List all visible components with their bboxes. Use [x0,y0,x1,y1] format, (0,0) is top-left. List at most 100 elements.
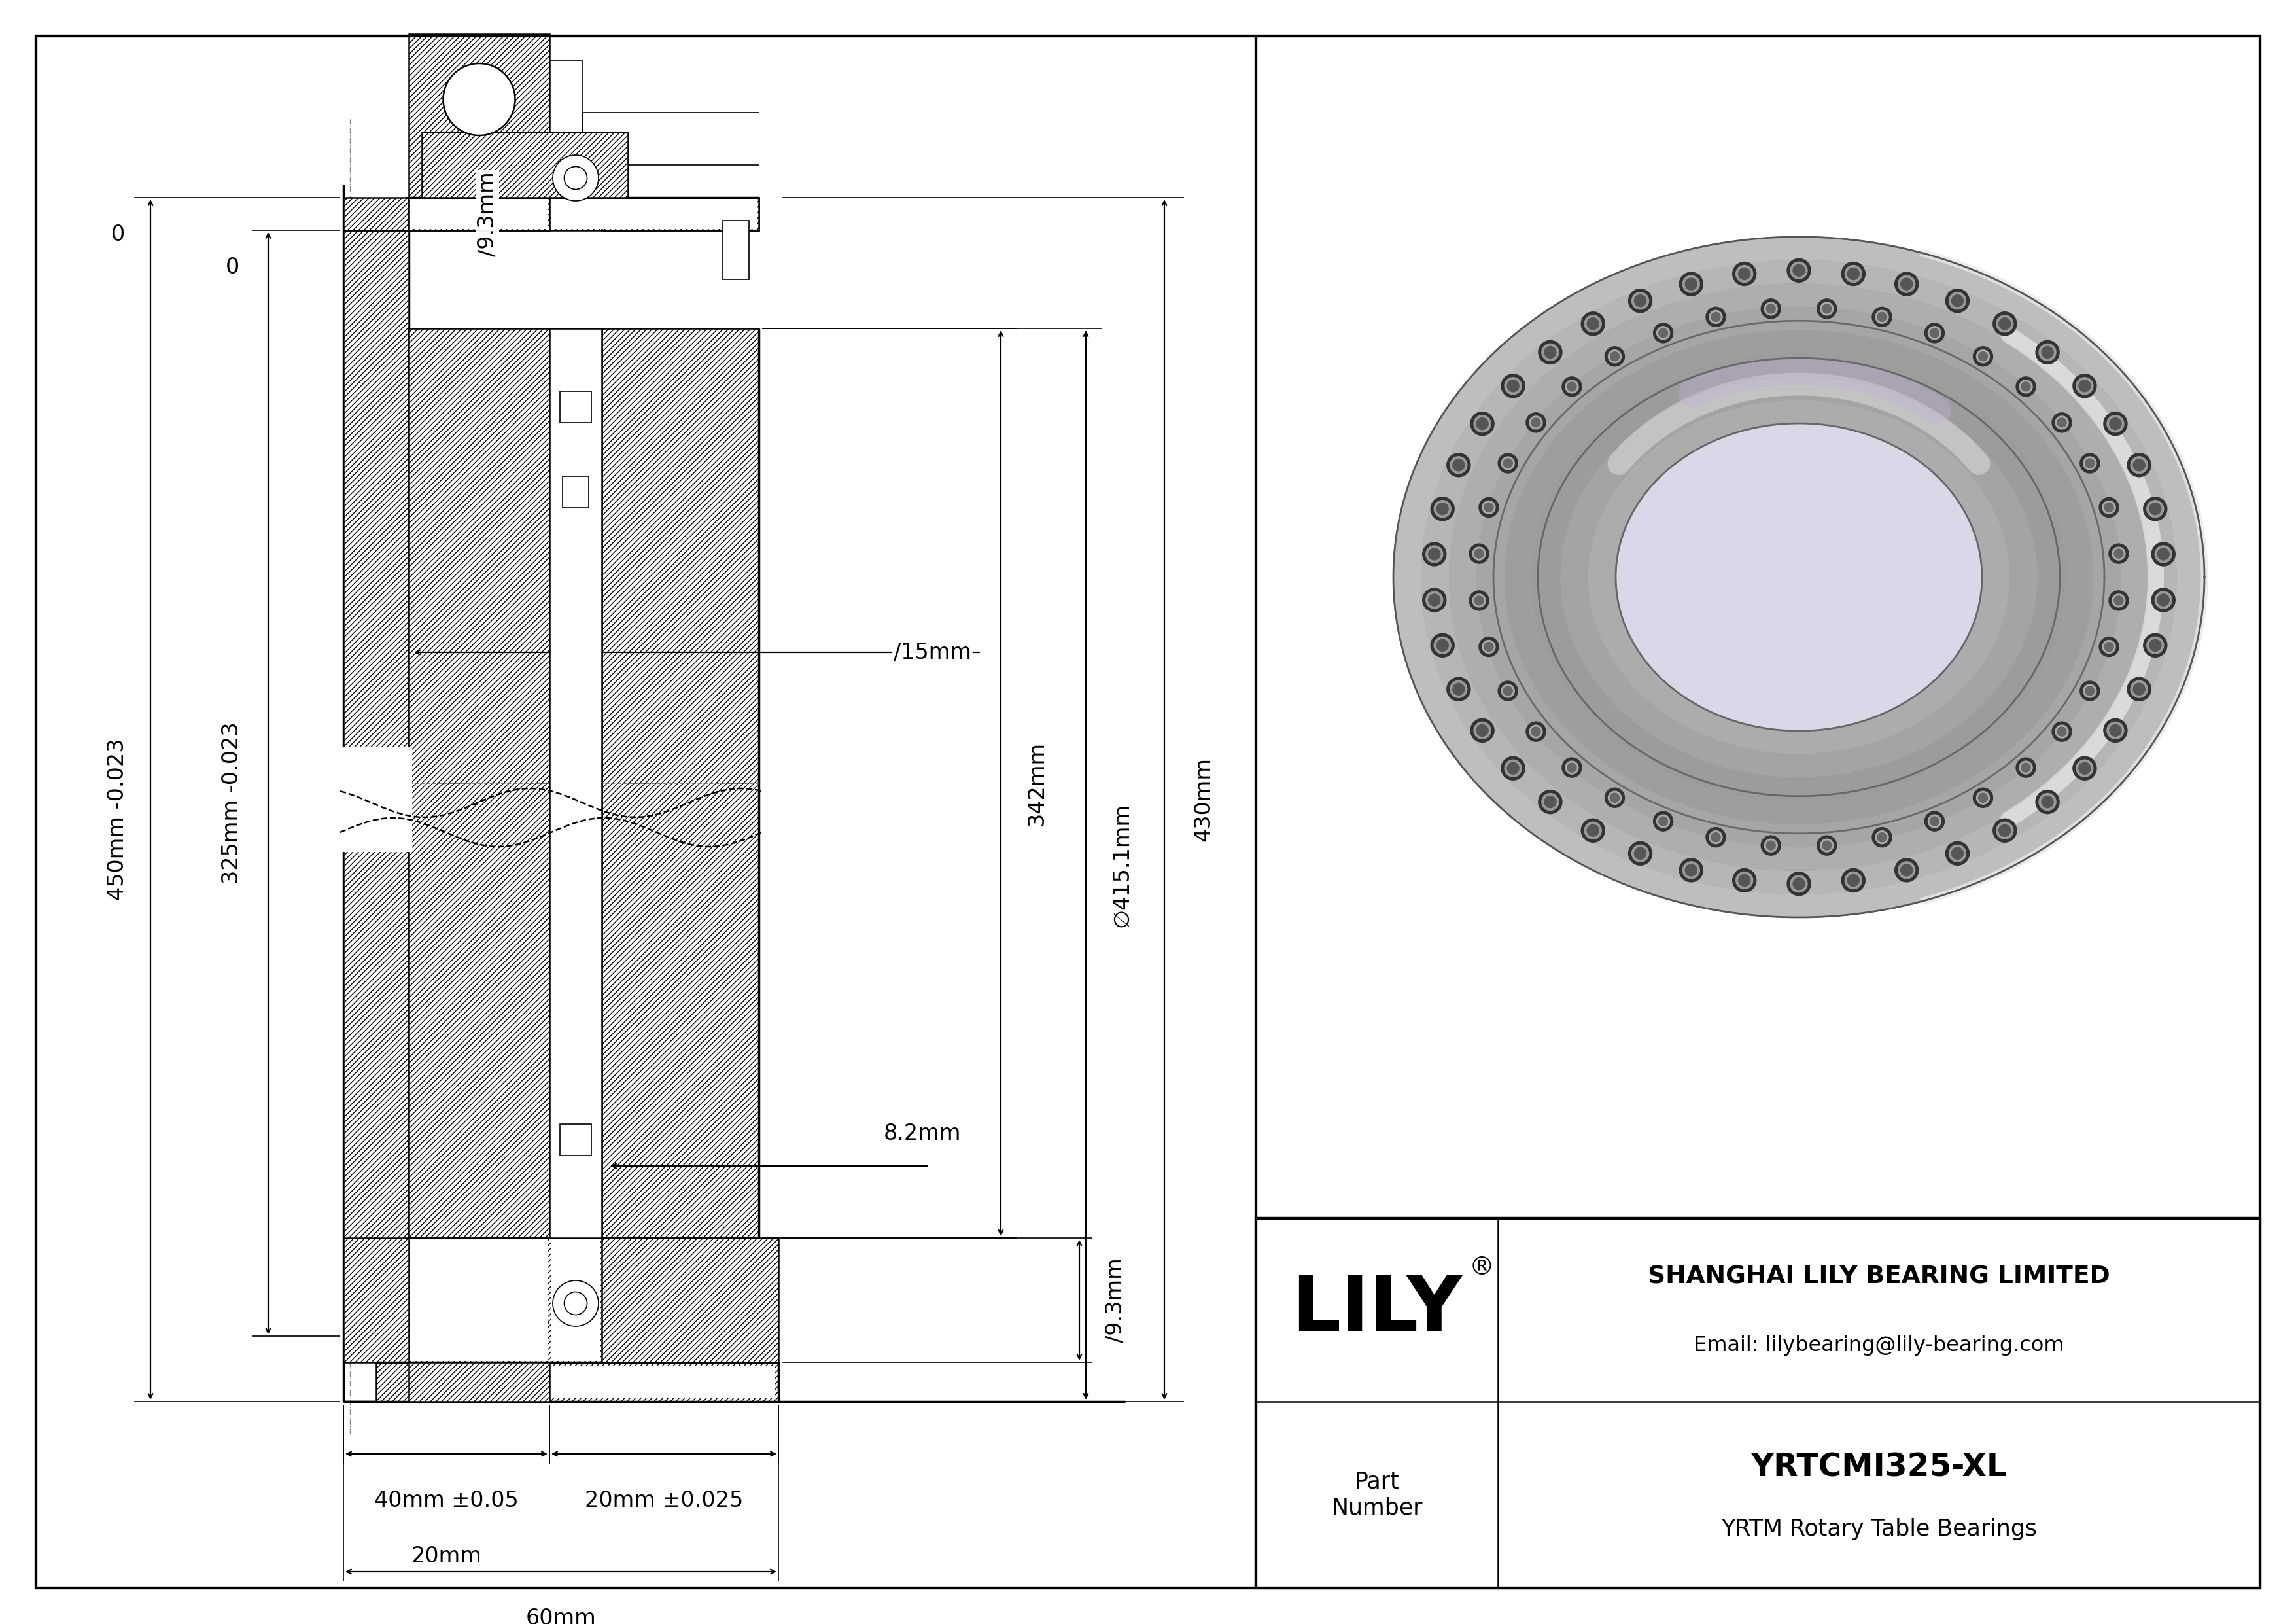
Circle shape [1977,791,1991,804]
Circle shape [1607,349,1621,364]
Circle shape [2055,724,2069,739]
Text: 0: 0 [225,257,239,278]
Circle shape [2103,500,2115,513]
Bar [602,1237,778,1363]
Bar [377,1363,778,1402]
Circle shape [2055,416,2069,429]
Text: YRTM Rotary Table Bearings: YRTM Rotary Table Bearings [1722,1518,2037,1540]
Text: LILY: LILY [1290,1272,1463,1348]
Circle shape [1816,836,1837,856]
Circle shape [1678,273,1704,296]
Circle shape [1761,836,1782,856]
Circle shape [1502,757,1525,780]
Circle shape [1437,503,1449,515]
Circle shape [1878,833,1887,841]
Text: 0: 0 [110,224,124,245]
Circle shape [1568,382,1577,391]
Bar [409,328,549,1237]
Circle shape [2115,596,2124,606]
Circle shape [2000,318,2011,330]
Circle shape [1469,719,1495,742]
Circle shape [1979,352,1988,361]
Circle shape [1708,831,1722,844]
Circle shape [2110,417,2122,430]
Circle shape [1469,412,1495,435]
Circle shape [1791,875,1807,892]
Circle shape [1683,862,1699,879]
Circle shape [1453,684,1465,695]
Circle shape [1995,822,2014,840]
Circle shape [1658,326,1669,339]
Text: ∕15mm: ∕15mm [893,641,971,663]
Text: SHANGHAI LILY BEARING LIMITED: SHANGHAI LILY BEARING LIMITED [1649,1265,2110,1289]
Circle shape [2110,724,2122,736]
Circle shape [2149,640,2161,651]
Circle shape [2016,377,2037,396]
Circle shape [2133,460,2144,471]
Circle shape [1899,276,1915,292]
Circle shape [1738,874,1750,887]
Bar [551,1239,602,1361]
Circle shape [2112,594,2126,607]
Circle shape [1529,416,1543,429]
Circle shape [2144,497,2167,521]
Circle shape [553,1280,599,1327]
Circle shape [2037,341,2060,364]
Circle shape [1972,788,1993,807]
Circle shape [1587,318,1598,330]
Bar [563,476,588,508]
Circle shape [1561,758,1582,778]
Circle shape [2085,458,2094,468]
Circle shape [1587,825,1598,836]
Circle shape [1529,724,1543,739]
Circle shape [1476,724,1488,736]
Circle shape [1685,864,1697,875]
Circle shape [1791,261,1807,279]
Circle shape [1605,346,1626,367]
Circle shape [1474,723,1490,739]
Circle shape [2156,591,2172,609]
Bar [602,328,758,1237]
Circle shape [1502,456,1515,469]
Bar [409,1363,549,1402]
Circle shape [1841,261,1864,286]
Circle shape [2041,346,2053,359]
Polygon shape [1504,330,2094,823]
Circle shape [1545,346,1557,359]
Circle shape [1504,377,1522,395]
Circle shape [1430,633,1453,658]
Bar [560,1124,592,1156]
Circle shape [2147,500,2163,518]
Circle shape [1426,546,1442,562]
Circle shape [2080,453,2099,473]
Circle shape [1582,818,1605,843]
Circle shape [1609,352,1619,361]
Circle shape [1446,453,1469,477]
Circle shape [1945,841,1970,866]
Circle shape [1658,328,1667,338]
Circle shape [1506,762,1520,775]
Circle shape [1430,497,1453,521]
Circle shape [1706,307,1727,326]
Circle shape [2076,377,2094,395]
Circle shape [1931,817,1940,827]
Circle shape [1761,299,1782,318]
Circle shape [1632,844,1649,862]
Circle shape [1502,684,1515,697]
Circle shape [1632,292,1649,309]
Circle shape [1635,296,1646,307]
Circle shape [1821,840,1835,853]
Circle shape [1541,794,1559,810]
Circle shape [1502,374,1525,398]
Circle shape [1469,591,1488,611]
Polygon shape [1421,260,2177,895]
Bar [411,198,549,229]
Circle shape [1483,641,1492,651]
Circle shape [2016,758,2037,778]
Polygon shape [1394,237,2204,918]
Bar [344,231,409,1337]
Circle shape [1538,791,1561,814]
Circle shape [1483,500,1495,513]
Circle shape [2128,453,2151,477]
Circle shape [1706,828,1727,848]
